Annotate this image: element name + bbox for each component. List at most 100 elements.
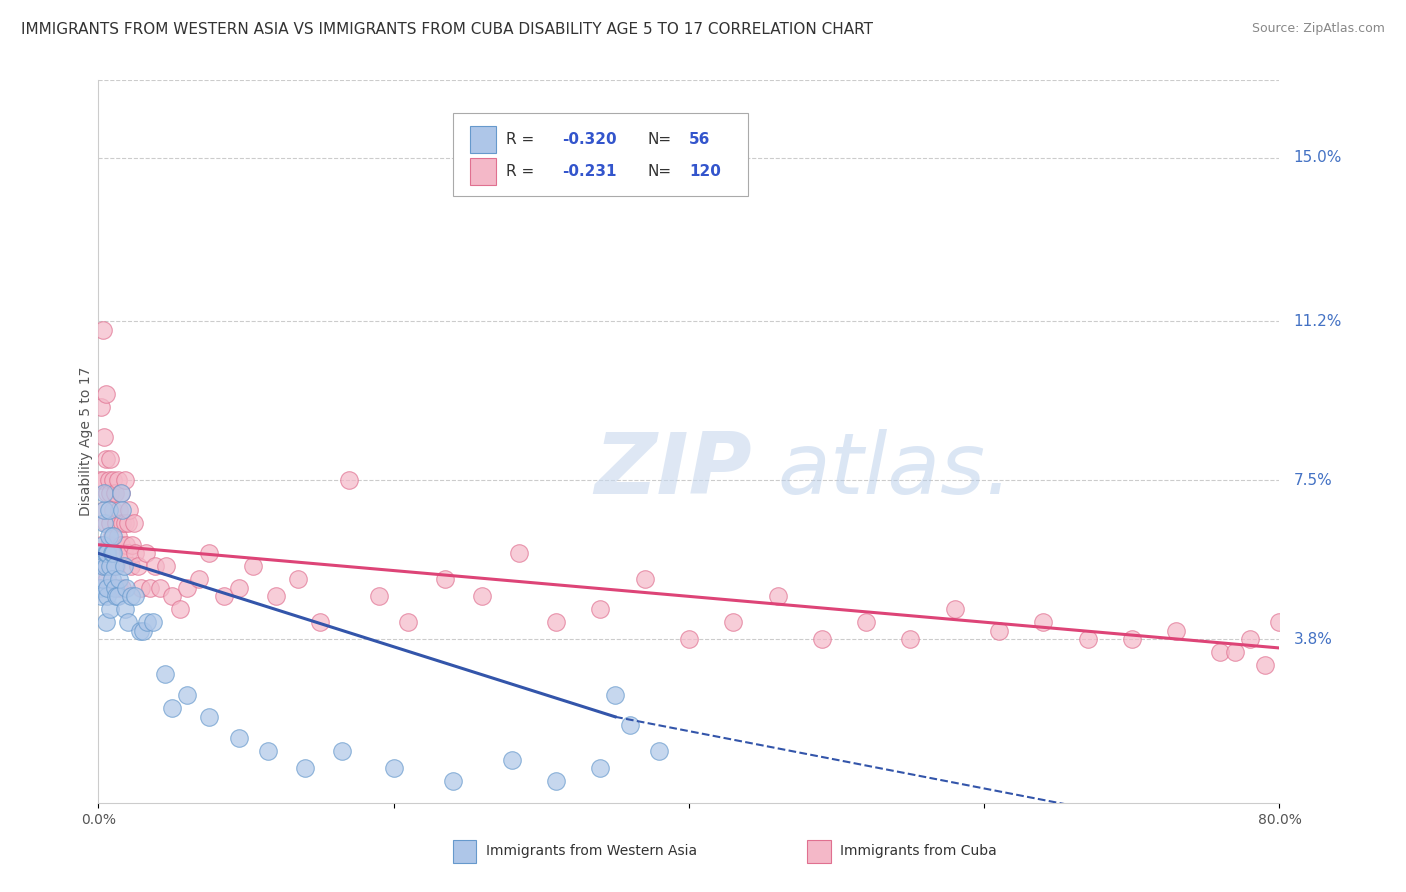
Point (115, 538, 138, 552)
Point (1254, 658, 1277, 673)
Point (120, 559, 142, 574)
Bar (471, 126, 496, 153)
Point (1298, 658, 1320, 673)
Point (187, 572, 209, 586)
Point (105, 590, 128, 604)
Point (169, 602, 191, 616)
Text: 56: 56 (689, 132, 710, 147)
Point (162, 701, 183, 715)
Point (1313, 632, 1336, 647)
Point (91, 473, 114, 487)
Point (382, 761, 405, 775)
Point (589, 761, 612, 775)
Point (1364, 645, 1386, 659)
Point (176, 581, 198, 595)
Point (120, 590, 142, 604)
Point (103, 546, 125, 560)
Point (1379, 645, 1402, 659)
Point (471, 590, 494, 604)
Point (546, 774, 568, 789)
Point (1320, 658, 1343, 673)
Bar (453, 839, 477, 863)
Text: atlas.: atlas. (778, 429, 1012, 512)
Point (766, 590, 789, 604)
Point (91, 538, 114, 552)
Point (900, 632, 922, 647)
Point (1393, 675, 1406, 690)
Point (100, 572, 122, 586)
Point (124, 590, 146, 604)
Point (128, 624, 150, 638)
Point (110, 538, 132, 552)
Point (96, 572, 118, 586)
Point (97, 503, 120, 517)
Point (107, 529, 129, 543)
Point (330, 744, 353, 758)
Point (94, 615, 117, 630)
Point (1357, 658, 1379, 673)
Point (546, 615, 568, 630)
Point (108, 503, 131, 517)
Text: 7.5%: 7.5% (1294, 473, 1333, 488)
Point (107, 590, 129, 604)
Point (111, 581, 134, 595)
Point (287, 572, 309, 586)
Point (619, 718, 641, 732)
Point (242, 559, 264, 574)
Point (89, 473, 111, 487)
Point (93, 503, 115, 517)
Point (434, 572, 457, 586)
Point (257, 744, 280, 758)
Point (104, 546, 127, 560)
Point (93, 503, 115, 517)
Point (212, 590, 235, 604)
Point (124, 546, 146, 560)
Text: R =: R = (506, 164, 534, 178)
Point (96, 546, 118, 560)
Point (1327, 632, 1350, 647)
Point (121, 538, 143, 552)
Point (634, 572, 657, 586)
Point (855, 615, 877, 630)
Point (139, 581, 162, 595)
Point (107, 473, 129, 487)
Point (143, 559, 166, 574)
Point (810, 632, 832, 647)
FancyBboxPatch shape (453, 112, 748, 196)
Text: R =: R = (506, 132, 534, 147)
Point (115, 581, 138, 595)
Point (1372, 666, 1395, 681)
Point (108, 581, 131, 595)
Point (142, 615, 165, 630)
Point (135, 546, 157, 560)
Point (988, 624, 1011, 638)
Text: 15.0%: 15.0% (1294, 150, 1341, 165)
Point (1209, 645, 1232, 659)
Point (605, 688, 627, 702)
Point (114, 516, 136, 531)
Point (93, 430, 115, 444)
Point (90, 590, 112, 604)
Point (100, 529, 122, 543)
Point (1239, 632, 1261, 647)
Point (100, 559, 122, 574)
Point (122, 516, 145, 531)
Point (149, 581, 172, 595)
Point (1121, 632, 1143, 647)
Point (176, 688, 198, 702)
Point (103, 503, 125, 517)
Point (1291, 632, 1313, 647)
Point (94, 387, 117, 401)
Point (228, 581, 250, 595)
Point (294, 761, 316, 775)
Point (97, 473, 120, 487)
Text: IMMIGRANTS FROM WESTERN ASIA VS IMMIGRANTS FROM CUBA DISABILITY AGE 5 TO 17 CORR: IMMIGRANTS FROM WESTERN ASIA VS IMMIGRAN… (21, 22, 873, 37)
Point (501, 753, 523, 767)
Point (104, 486, 127, 500)
Point (94, 559, 117, 574)
Point (97, 529, 120, 543)
Point (90, 546, 112, 560)
Text: Immigrants from Cuba: Immigrants from Cuba (841, 844, 997, 858)
Point (91, 323, 114, 337)
Point (98, 602, 121, 616)
